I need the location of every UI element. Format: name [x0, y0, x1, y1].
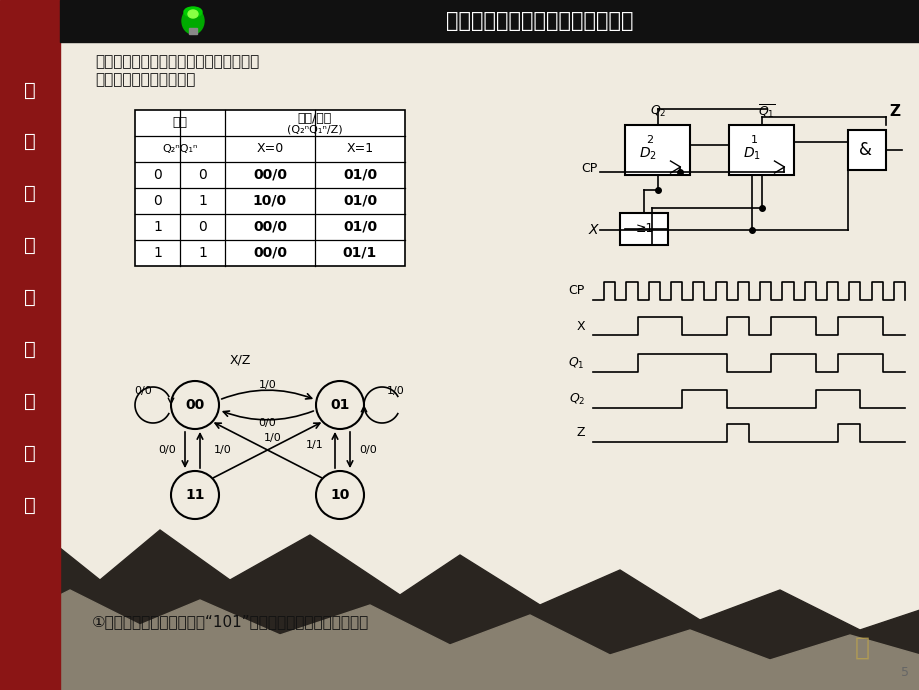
Text: 01/0: 01/0	[343, 220, 377, 234]
Text: 基: 基	[24, 444, 36, 462]
Text: 1: 1	[198, 246, 207, 260]
Text: 1/0: 1/0	[264, 433, 281, 443]
Text: Z: Z	[889, 104, 900, 119]
Text: &: &	[857, 141, 870, 159]
Text: 0/0: 0/0	[358, 445, 377, 455]
Text: 1/0: 1/0	[387, 386, 404, 396]
Text: 电: 电	[24, 236, 36, 255]
Bar	[619, 213, 668, 245]
Ellipse shape	[184, 7, 202, 17]
Text: 第十四章时序逻辑电路分析与设计: 第十四章时序逻辑电路分析与设计	[446, 11, 633, 31]
Text: (Q₂ⁿQ₁ⁿ/Z): (Q₂ⁿQ₁ⁿ/Z)	[287, 124, 343, 134]
Text: 0: 0	[198, 220, 207, 234]
Text: 0/0: 0/0	[158, 445, 176, 455]
Text: 1: 1	[153, 220, 162, 234]
Text: 次态/输出: 次态/输出	[298, 112, 332, 126]
Text: X/Z: X/Z	[229, 353, 250, 366]
Ellipse shape	[187, 10, 198, 18]
Text: 子: 子	[24, 288, 36, 307]
Bar	[847, 130, 885, 170]
Text: 01/1: 01/1	[343, 246, 377, 260]
Text: $Q_2$: $Q_2$	[649, 104, 665, 119]
Text: $Q_2$: $Q_2$	[568, 391, 584, 406]
Text: $\overline{Q_1}$: $\overline{Q_1}$	[757, 102, 775, 120]
Text: X: X	[575, 319, 584, 333]
Bar	[135, 110, 404, 266]
Text: ①功能说明：每当输入出现“101”序列，输出产生一脉冲信号。: ①功能说明：每当输入出现“101”序列，输出产生一脉冲信号。	[92, 615, 369, 629]
Text: 00/0: 00/0	[253, 220, 287, 234]
Text: 00/0: 00/0	[253, 246, 287, 260]
Text: 1/0: 1/0	[258, 380, 276, 390]
Polygon shape	[0, 590, 919, 690]
Text: 01/0: 01/0	[343, 168, 377, 182]
Text: Z: Z	[576, 426, 584, 440]
Text: 00: 00	[185, 398, 204, 412]
Ellipse shape	[182, 8, 204, 34]
Text: 与: 与	[24, 184, 36, 204]
Text: 11: 11	[185, 488, 205, 502]
Text: 1: 1	[198, 194, 207, 208]
Text: 10: 10	[330, 488, 349, 502]
Text: 2: 2	[646, 135, 652, 145]
Text: 例：试分析如图所示的同步时序逻辑电路: 例：试分析如图所示的同步时序逻辑电路	[95, 55, 259, 70]
Text: 0: 0	[153, 194, 162, 208]
Text: 础: 础	[24, 495, 36, 515]
Text: $Q_1$: $Q_1$	[568, 355, 584, 371]
Text: 5: 5	[900, 665, 908, 678]
Text: Q₂ⁿQ₁ⁿ: Q₂ⁿQ₁ⁿ	[162, 144, 198, 154]
Text: 解：按上述分析步骤分析: 解：按上述分析步骤分析	[95, 72, 195, 88]
Text: 0/0: 0/0	[134, 386, 152, 396]
Text: 🐎: 🐎	[854, 636, 868, 660]
Text: X=1: X=1	[346, 143, 373, 155]
Bar	[60, 0, 919, 42]
Text: X: X	[588, 223, 597, 237]
Text: $D_1$: $D_1$	[743, 146, 760, 162]
Text: 现态: 现态	[173, 117, 187, 130]
Text: CP: CP	[581, 161, 597, 175]
Text: X=0: X=0	[256, 143, 283, 155]
Text: 0/0: 0/0	[258, 418, 276, 428]
Text: 0: 0	[198, 168, 207, 182]
Polygon shape	[0, 530, 919, 690]
Text: 1/0: 1/0	[214, 445, 232, 455]
Text: 技: 技	[24, 340, 36, 359]
Text: CP: CP	[568, 284, 584, 297]
Text: 电: 电	[24, 81, 36, 99]
Text: 1: 1	[153, 246, 162, 260]
Text: 01: 01	[330, 398, 349, 412]
Text: 术: 术	[24, 392, 36, 411]
Text: 0: 0	[153, 168, 162, 182]
Text: $D_2$: $D_2$	[639, 146, 656, 162]
Text: 10/0: 10/0	[253, 194, 287, 208]
Text: 01/0: 01/0	[343, 194, 377, 208]
Bar	[0, 0, 60, 690]
Text: 路: 路	[24, 132, 36, 151]
Text: 1/1: 1/1	[306, 440, 323, 450]
Bar	[625, 125, 690, 175]
Bar	[729, 125, 794, 175]
Text: ≥1: ≥1	[635, 222, 653, 235]
Bar	[188, 28, 197, 34]
Text: 1: 1	[750, 135, 756, 145]
Text: 00/0: 00/0	[253, 168, 287, 182]
